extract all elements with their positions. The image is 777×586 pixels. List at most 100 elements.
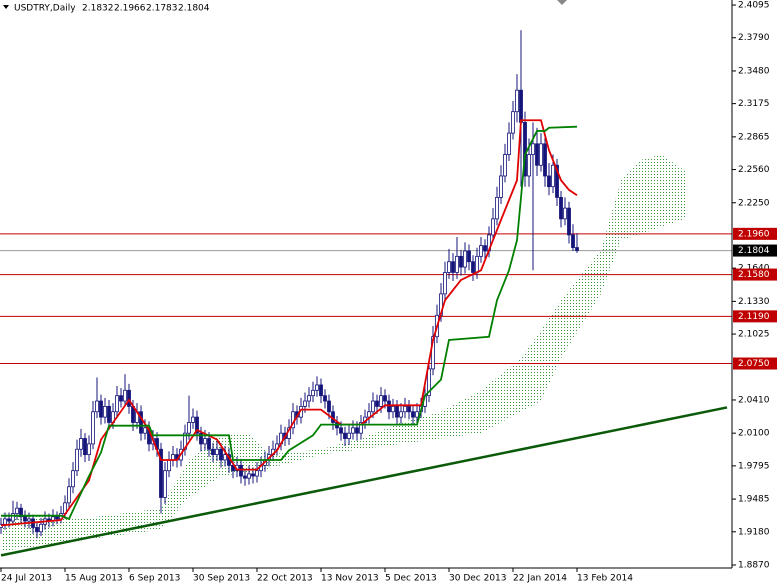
ichimoku-cloud (1, 154, 685, 552)
candle-body (355, 427, 359, 434)
candle-body (159, 448, 163, 498)
y-tick-label: 2.1330 (738, 297, 770, 307)
y-tick-label: 2.3175 (738, 99, 770, 109)
candle-body (67, 486, 71, 504)
candle-body (307, 395, 311, 402)
y-tick-label: 1.9795 (738, 461, 770, 471)
level-label: 2.1580 (738, 270, 770, 280)
candle-body (491, 218, 495, 236)
x-tick-label: 22 Jan 2014 (513, 574, 567, 584)
candle-body (415, 411, 419, 418)
candle-body (387, 400, 391, 413)
candle-body (459, 255, 463, 268)
candle-body (83, 438, 87, 456)
candle-body (463, 250, 467, 268)
candle-body (555, 164, 559, 198)
candle-body (191, 416, 195, 423)
y-tick-label: 2.4095 (738, 1, 770, 11)
candle-body (15, 507, 19, 514)
candle-body (323, 395, 327, 402)
level-label: 2.0750 (738, 359, 770, 369)
candle-body (119, 395, 123, 402)
candle-body (351, 427, 355, 434)
candle-body (163, 470, 167, 498)
candle-body (207, 438, 211, 450)
menu-triangle (3, 5, 9, 9)
candle-body (79, 438, 83, 450)
candle-body (399, 411, 403, 418)
candle-body (379, 395, 383, 407)
candle-body (507, 132, 511, 155)
candle-body (195, 416, 199, 434)
ohlc-close: 2.1804 (178, 4, 210, 14)
candle-body (211, 448, 215, 456)
candle-body (371, 400, 375, 413)
candle-body (11, 513, 15, 522)
x-tick-label: 22 Oct 2013 (257, 574, 313, 584)
candle-body (395, 405, 399, 418)
candle-body (511, 111, 515, 134)
level-box (733, 268, 777, 281)
candle-body (167, 459, 171, 472)
candle-body (563, 207, 567, 220)
candle-body (383, 395, 387, 402)
x-tick-label: 13 Feb 2014 (577, 574, 633, 584)
candle-body (403, 405, 407, 413)
candle-body (251, 473, 255, 477)
y-tick-label: 1.8870 (738, 560, 770, 570)
candle-body (375, 400, 379, 407)
candle-body (451, 261, 455, 273)
candle-body (515, 89, 519, 113)
candle-body (479, 245, 483, 257)
y-tick-label: 2.3480 (738, 66, 770, 76)
candle-body (327, 400, 331, 413)
candle-body (55, 516, 59, 520)
y-tick-label: 2.2865 (738, 132, 770, 142)
candle-body (551, 164, 555, 188)
candle-body (407, 405, 411, 413)
candle-body (443, 272, 447, 295)
candle-body (215, 448, 219, 456)
candle-body (567, 207, 571, 236)
candle-body (223, 454, 227, 461)
y-tick-label: 2.2250 (738, 198, 770, 208)
y-tick-label: 1.9180 (738, 527, 770, 537)
x-tick-label: 6 Sep 2013 (129, 574, 180, 584)
candle-body (203, 438, 207, 445)
level-label: 2.1960 (738, 229, 770, 239)
ohlc-open: 2.1832 (82, 4, 114, 14)
candle-body (447, 261, 451, 273)
candle-body (411, 411, 415, 418)
candle-body (539, 143, 543, 166)
candle-body (199, 432, 203, 445)
candle-body (527, 154, 531, 177)
candle-body (311, 389, 315, 397)
candle-body (123, 389, 127, 402)
y-tick-label: 2.3790 (738, 33, 770, 43)
candle-body (91, 411, 95, 445)
shift-marker (557, 0, 567, 5)
level-box (733, 227, 777, 240)
x-tick-label: 13 Nov 2013 (321, 574, 379, 584)
y-tick-label: 2.1025 (738, 330, 770, 340)
candle-body (95, 400, 99, 413)
candle-body (319, 384, 323, 397)
candle-body (475, 255, 479, 273)
candle-body (571, 234, 575, 248)
level-box (733, 357, 777, 370)
candle-body (359, 422, 363, 434)
x-tick-label: 5 Dec 2013 (385, 574, 437, 584)
candle-body (455, 255, 459, 273)
candle-body (71, 470, 75, 488)
ohlc-low: 2.1783 (146, 4, 178, 14)
plot-area (0, 30, 732, 557)
candle-body (343, 432, 347, 439)
candle-body (115, 395, 119, 413)
candle-body (243, 475, 247, 479)
chart-title: USDTRY,Daily (14, 4, 76, 14)
candle-body (99, 400, 103, 418)
candle-body (547, 175, 551, 188)
candle-body (107, 405, 111, 423)
